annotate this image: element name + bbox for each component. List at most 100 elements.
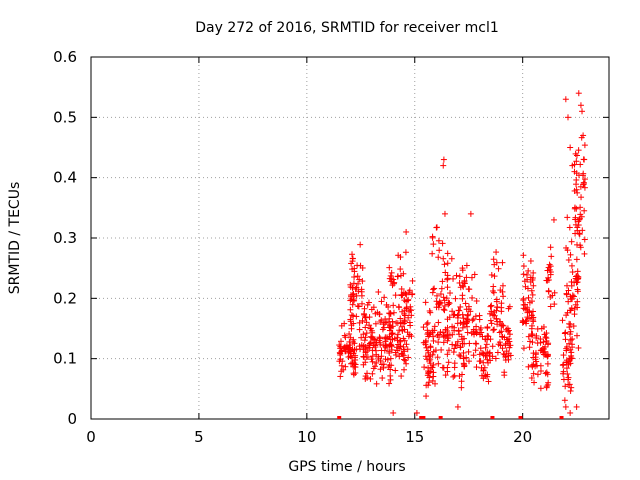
- data-point: [402, 357, 409, 364]
- data-point: [348, 260, 355, 267]
- data-point: [430, 286, 437, 293]
- data-point: [403, 360, 410, 367]
- data-point: [360, 342, 367, 349]
- data-point: [562, 329, 569, 336]
- data-point: [379, 375, 386, 382]
- data-point: [442, 269, 449, 276]
- data-point: [440, 156, 447, 163]
- data-point: [473, 340, 480, 347]
- data-point: [499, 322, 506, 329]
- data-point: [394, 320, 401, 327]
- data-point: [488, 308, 495, 315]
- data-point: [445, 359, 452, 366]
- baseline-point: [490, 416, 495, 419]
- data-point: [440, 255, 447, 262]
- data-point: [404, 329, 411, 336]
- data-point: [454, 403, 461, 410]
- data-point: [441, 210, 448, 217]
- data-point: [351, 346, 358, 353]
- data-point: [386, 342, 393, 349]
- data-point: [362, 373, 369, 380]
- data-point: [453, 272, 460, 279]
- data-point: [559, 362, 566, 369]
- data-point: [567, 144, 574, 151]
- data-point: [581, 176, 588, 183]
- data-point: [525, 294, 532, 301]
- data-point: [563, 282, 570, 289]
- data-point: [401, 310, 408, 317]
- data-point: [423, 356, 430, 363]
- data-point: [452, 295, 459, 302]
- data-point: [493, 298, 500, 305]
- data-point: [366, 314, 373, 321]
- data-point: [573, 403, 580, 410]
- data-point: [423, 344, 430, 351]
- data-point: [392, 367, 399, 374]
- data-point: [547, 244, 554, 251]
- data-point: [385, 303, 392, 310]
- data-point: [528, 322, 535, 329]
- data-point: [429, 233, 436, 240]
- data-point: [456, 307, 463, 314]
- data-point: [499, 259, 506, 266]
- data-point: [337, 373, 344, 380]
- data-point: [446, 332, 453, 339]
- data-point: [565, 381, 572, 388]
- data-point: [566, 355, 573, 362]
- data-point: [398, 373, 405, 380]
- data-point: [434, 292, 441, 299]
- data-point: [540, 351, 547, 358]
- data-point: [386, 348, 393, 355]
- data-point: [433, 224, 440, 231]
- data-point: [574, 189, 581, 196]
- data-point: [569, 336, 576, 343]
- data-point: [421, 364, 428, 371]
- data-point: [424, 347, 431, 354]
- data-point: [567, 360, 574, 367]
- data-point: [342, 363, 349, 370]
- x-tick-label: 10: [297, 428, 316, 446]
- data-point: [372, 320, 379, 327]
- data-point: [537, 336, 544, 343]
- data-point: [531, 379, 538, 386]
- data-point: [351, 296, 358, 303]
- data-point: [467, 210, 474, 217]
- data-point: [473, 364, 480, 371]
- data-point: [465, 306, 472, 313]
- data-point: [529, 276, 536, 283]
- data-point: [350, 280, 357, 287]
- baseline-point: [518, 416, 523, 419]
- data-point: [522, 305, 529, 312]
- data-point: [362, 314, 369, 321]
- data-point: [400, 270, 407, 277]
- data-point: [547, 303, 554, 310]
- data-point: [564, 214, 571, 221]
- data-point: [564, 114, 571, 121]
- data-point: [459, 295, 466, 302]
- data-point: [460, 349, 467, 356]
- data-point: [368, 356, 375, 363]
- data-point: [464, 312, 471, 319]
- data-point: [545, 288, 552, 295]
- data-point: [356, 326, 363, 333]
- data-point: [437, 299, 444, 306]
- data-point: [429, 351, 436, 358]
- data-point: [379, 326, 386, 333]
- data-point: [449, 341, 456, 348]
- data-point: [373, 380, 380, 387]
- data-point: [578, 194, 585, 201]
- data-point: [390, 280, 397, 287]
- data-point: [543, 335, 550, 342]
- y-tick-label: 0.4: [53, 169, 77, 187]
- data-point: [401, 366, 408, 373]
- data-point: [377, 357, 384, 364]
- data-point: [491, 326, 498, 333]
- data-point: [349, 338, 356, 345]
- data-point: [468, 274, 475, 281]
- data-points: [336, 90, 588, 419]
- data-point: [347, 297, 354, 304]
- data-point: [427, 343, 434, 350]
- data-point: [351, 274, 358, 281]
- data-point: [495, 341, 502, 348]
- data-point: [506, 303, 513, 310]
